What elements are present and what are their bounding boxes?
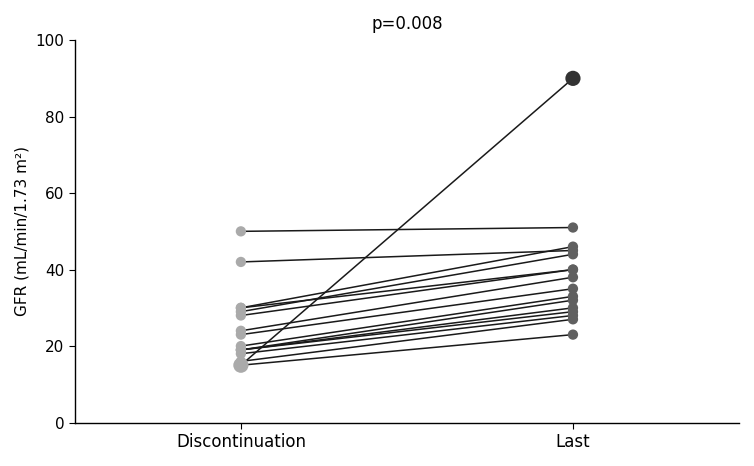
Point xyxy=(234,346,247,354)
Point xyxy=(234,308,247,315)
Point xyxy=(234,362,247,369)
Point xyxy=(234,227,247,235)
Point xyxy=(567,308,579,315)
Point xyxy=(234,346,247,354)
Point xyxy=(567,75,579,82)
Point xyxy=(567,247,579,254)
Point xyxy=(234,304,247,312)
Point xyxy=(567,304,579,312)
Point xyxy=(567,331,579,338)
Point xyxy=(234,331,247,338)
Point xyxy=(234,327,247,335)
Point xyxy=(567,243,579,250)
Point xyxy=(234,350,247,357)
Point xyxy=(234,358,247,365)
Point xyxy=(567,224,579,231)
Title: p=0.008: p=0.008 xyxy=(371,15,443,33)
Point xyxy=(567,266,579,274)
Point xyxy=(567,296,579,304)
Y-axis label: GFR (mL/min/1.73 m²): GFR (mL/min/1.73 m²) xyxy=(15,146,30,316)
Point xyxy=(567,315,579,323)
Point xyxy=(567,293,579,300)
Point xyxy=(234,258,247,266)
Point xyxy=(234,304,247,312)
Point xyxy=(567,274,579,281)
Point xyxy=(234,346,247,354)
Point xyxy=(234,312,247,319)
Point xyxy=(234,362,247,369)
Point xyxy=(567,251,579,258)
Point xyxy=(567,266,579,274)
Point xyxy=(567,285,579,293)
Point xyxy=(567,312,579,319)
Point xyxy=(234,343,247,350)
